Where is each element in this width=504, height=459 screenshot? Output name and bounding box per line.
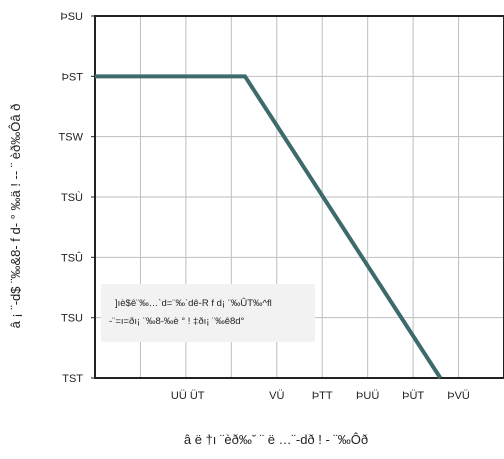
x-tick-label-1: VÜ	[269, 390, 284, 402]
y-axis-ticks: TST TSU TSÛ TSÙ TSW ÞST ÞSU	[59, 11, 95, 385]
x-tick-label-0: UÜ ÜT	[171, 390, 205, 402]
x-axis-ticks: UÜ ÜT VÜ ÞTT ÞUÜ ÞÜT ÞVÜ	[171, 390, 470, 402]
y-axis-label: â ¡ ¨-d$ ¨‰&8- f d- ° ‰ä ! -- ¨ èð‰Ôâ ð	[8, 104, 23, 329]
annotation-line-1: ]ıè$ê¨‰…ˋd=¨‰ˋdê-R f d¡ ¨‰ÛT‰^fl	[115, 298, 272, 309]
y-tick-label-1: TSU	[61, 313, 83, 325]
series-layer	[95, 74, 443, 380]
y-tick-label-0: TST	[62, 373, 83, 385]
y-tick-label-6: ÞSU	[60, 11, 83, 23]
annotation-line-2: -¨=ı=ðı¡ ¨‰8-‰è ° ! ‡ðı¡ ¨‰ê8d°	[109, 316, 245, 327]
y-tick-label-5: ÞST	[62, 71, 84, 83]
annotation-box: ]ıè$ê¨‰…ˋd=¨‰ˋdê-R f d¡ ¨‰ÛT‰^fl -¨=ı=ðı…	[101, 284, 315, 342]
y-tick-label-2: TSÛ	[61, 251, 83, 264]
x-tick-label-3: ÞUÜ	[356, 390, 379, 402]
annotation-background	[101, 284, 315, 342]
x-tick-label-4: ÞÜT	[402, 390, 424, 402]
x-tick-label-5: ÞVÜ	[447, 390, 470, 402]
y-tick-label-4: TSW	[59, 132, 84, 144]
x-tick-label-2: ÞTT	[312, 390, 333, 402]
series-line-0	[95, 74, 443, 380]
y-tick-label-3: TSÙ	[61, 191, 83, 204]
x-axis-label: â ë †ı ¨èð‰ˇ ¨ ë …¨-dð ! - ¨‰Ôð	[184, 432, 368, 447]
